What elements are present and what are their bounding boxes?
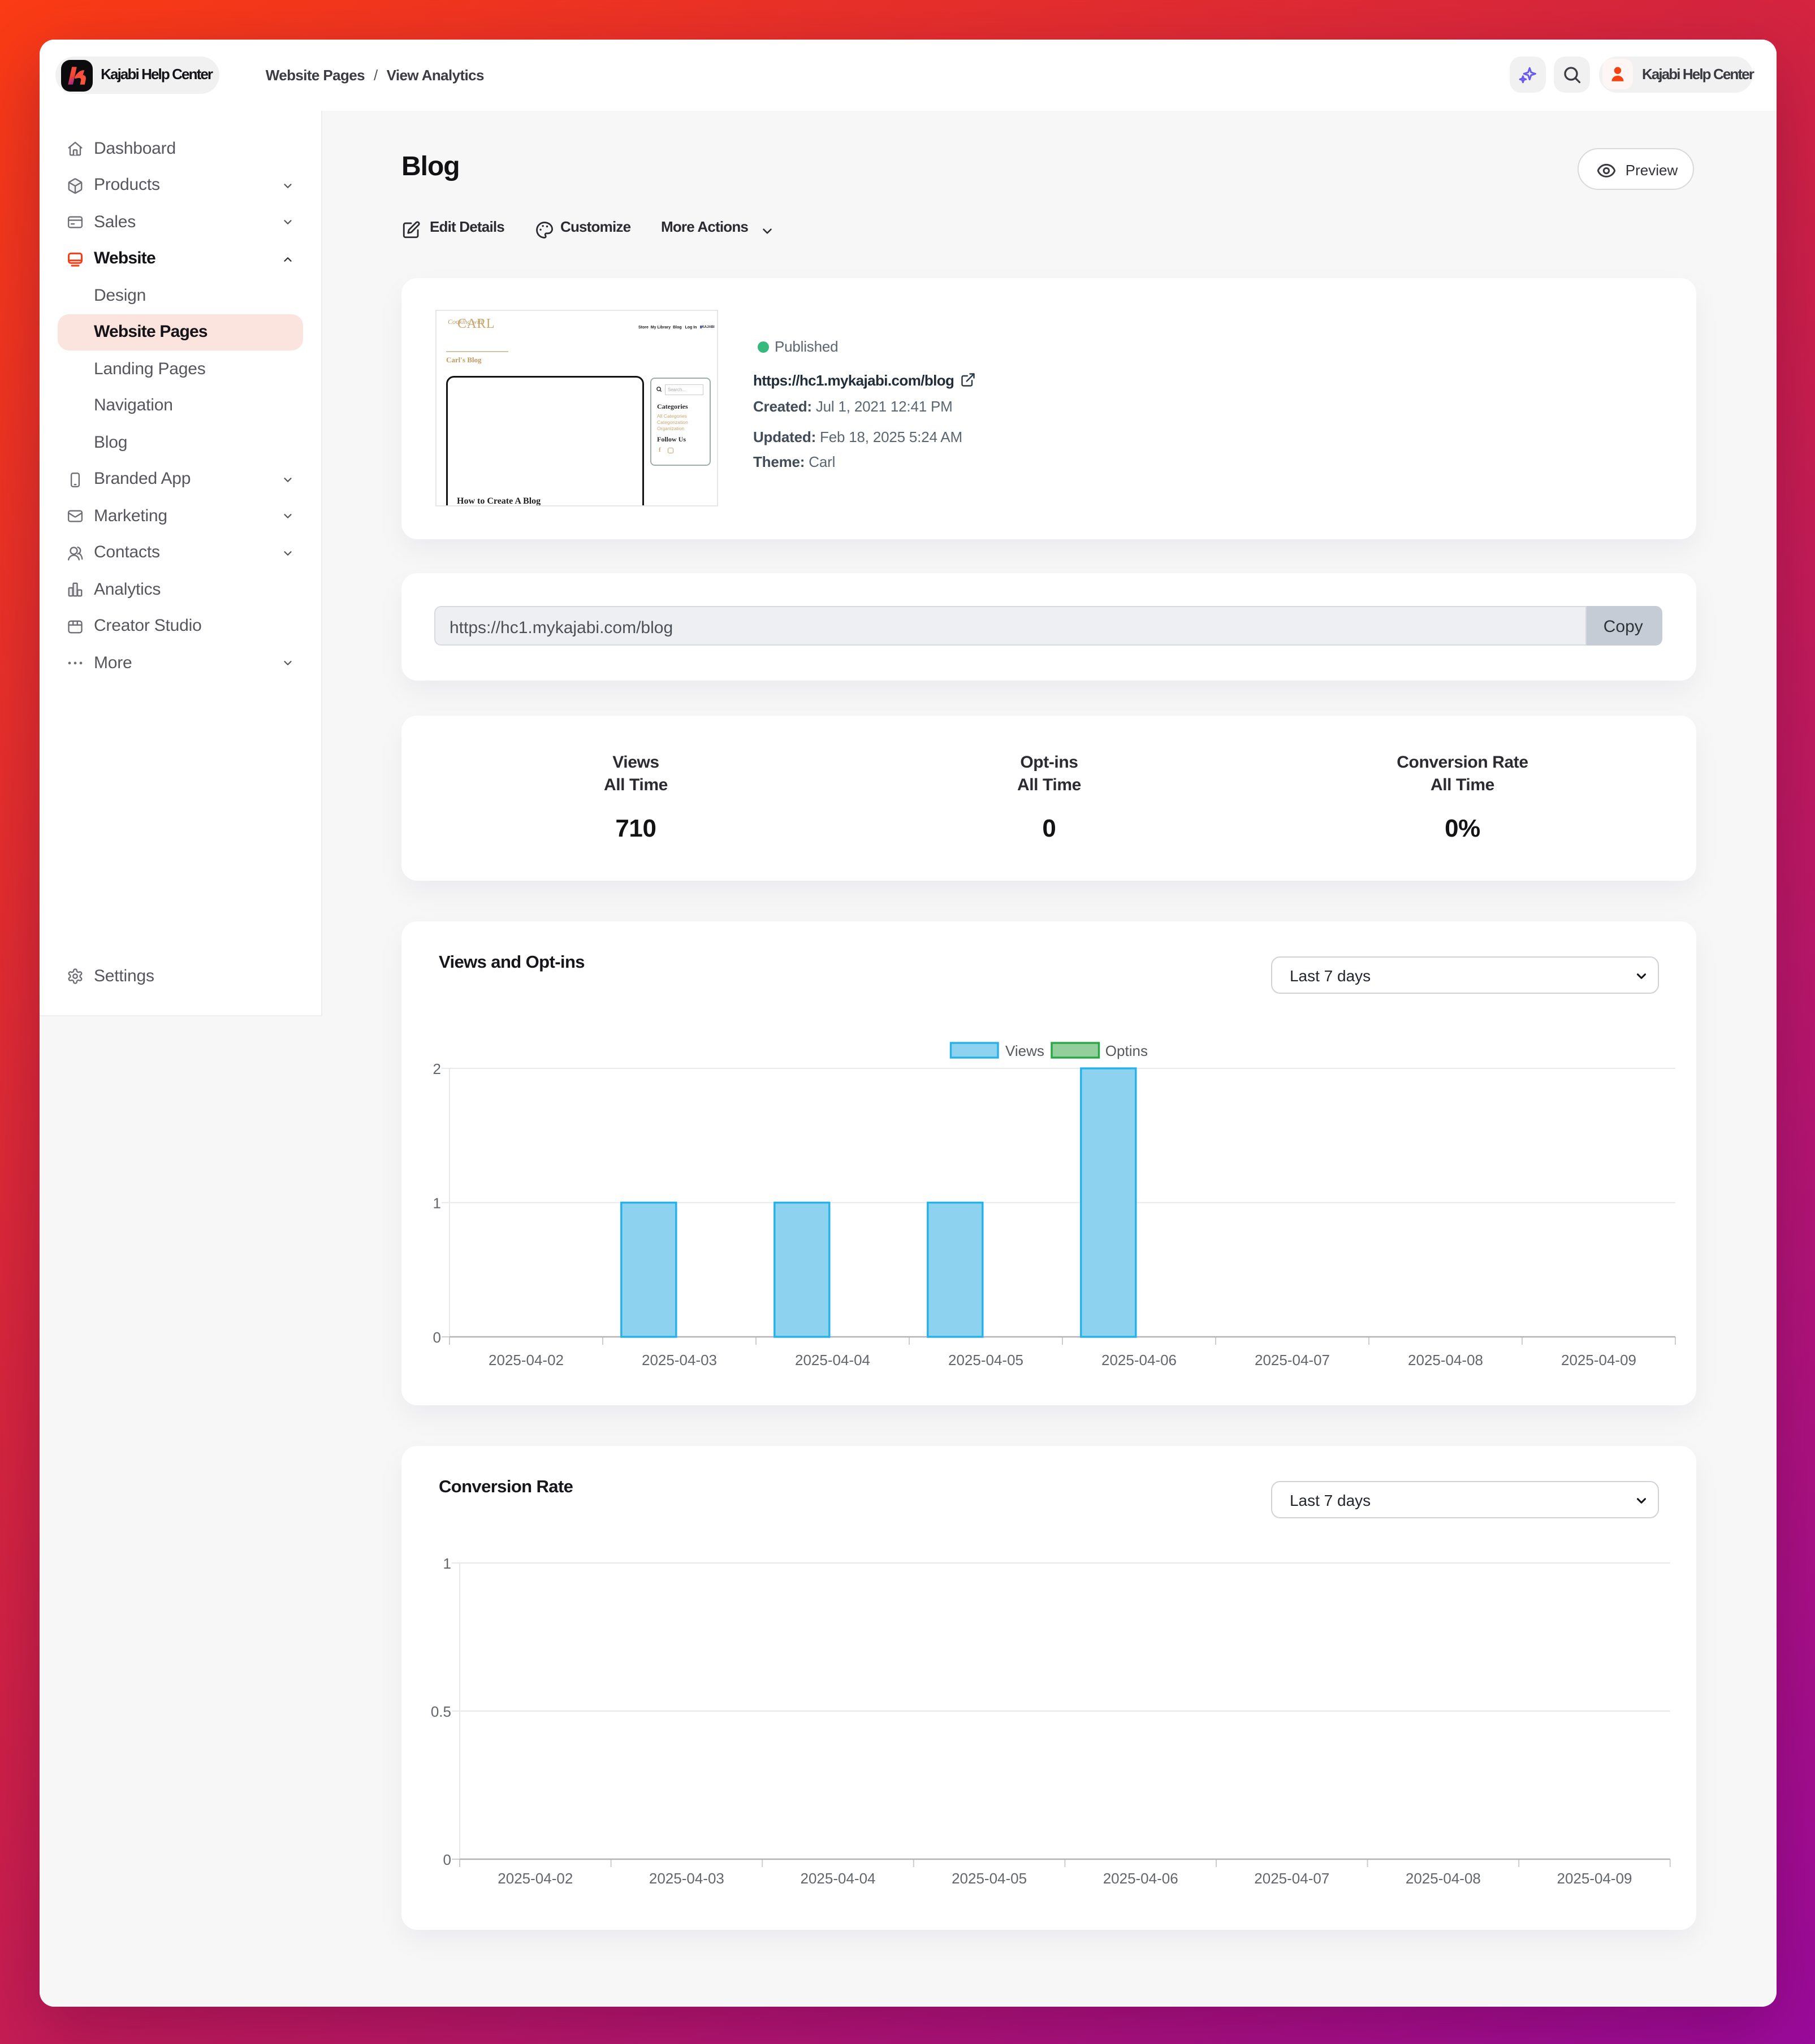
svg-text:2025-04-07: 2025-04-07 [1255,1352,1330,1369]
svg-text:2025-04-09: 2025-04-09 [1557,1870,1632,1887]
svg-text:2025-04-03: 2025-04-03 [642,1352,718,1369]
svg-text:2025-04-02: 2025-04-02 [489,1352,564,1369]
svg-text:Optins: Optins [1106,1042,1148,1059]
svg-text:2025-04-06: 2025-04-06 [1102,1352,1177,1369]
svg-text:2025-04-05: 2025-04-05 [949,1352,1024,1369]
svg-text:2025-04-03: 2025-04-03 [650,1870,725,1887]
svg-text:2025-04-08: 2025-04-08 [1406,1870,1481,1887]
svg-text:0: 0 [434,1329,442,1346]
svg-text:2025-04-07: 2025-04-07 [1255,1870,1330,1887]
svg-text:2: 2 [434,1060,442,1077]
svg-text:2025-04-06: 2025-04-06 [1104,1870,1179,1887]
svg-text:2025-04-04: 2025-04-04 [801,1870,876,1887]
svg-text:2025-04-09: 2025-04-09 [1562,1352,1637,1369]
svg-text:2025-04-02: 2025-04-02 [498,1870,573,1887]
svg-text:1: 1 [434,1194,442,1211]
svg-text:Views: Views [1006,1042,1045,1059]
svg-text:0.5: 0.5 [431,1703,452,1720]
svg-text:0: 0 [444,1851,452,1868]
svg-text:1: 1 [444,1555,452,1572]
svg-text:2025-04-08: 2025-04-08 [1408,1352,1484,1369]
svg-text:2025-04-05: 2025-04-05 [952,1870,1027,1887]
svg-text:2025-04-04: 2025-04-04 [796,1352,871,1369]
